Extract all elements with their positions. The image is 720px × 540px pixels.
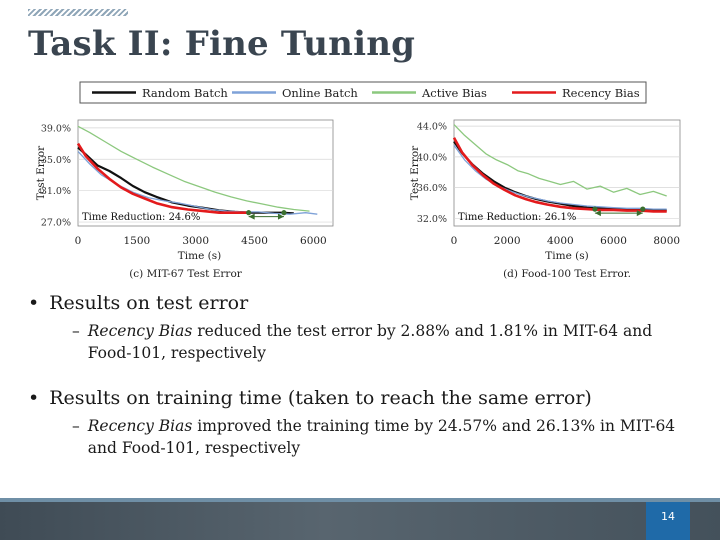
dash: – — [72, 416, 80, 435]
bullet-text: Results on test error — [49, 292, 249, 314]
marker-end — [281, 210, 287, 216]
y-tick-label: 40.0% — [417, 152, 447, 163]
title-decoration — [28, 9, 128, 16]
x-tick-label: 2000 — [494, 235, 521, 247]
series-line-recency-bias — [76, 142, 247, 214]
sub-bullet-training-time: – Recency Bias improved the training tim… — [72, 415, 698, 460]
arrow-head-left — [594, 210, 601, 217]
x-tick-label: 3000 — [182, 235, 209, 247]
x-axis-label: Time (s) — [178, 250, 221, 262]
marker-end — [640, 206, 646, 212]
method-name: Recency Bias — [87, 322, 193, 340]
series-line-active-bias — [453, 124, 667, 197]
arrow-head-right — [277, 213, 284, 220]
bullet-list: • Results on test error – Recency Bias r… — [28, 292, 698, 460]
legend-label-3: Recency Bias — [562, 86, 640, 100]
arrow-head-left — [248, 213, 255, 220]
x-tick-label: 8000 — [653, 235, 680, 247]
arrow-head-right — [636, 210, 643, 217]
y-tick-label: 39.0% — [41, 123, 71, 134]
y-axis-label: Test Error — [35, 145, 47, 200]
legend-label-2: Active Bias — [421, 86, 487, 100]
legend-label-1: Online Batch — [282, 86, 358, 100]
method-name: Recency Bias — [87, 416, 193, 435]
time-reduction-annotation: Time Reduction: 24.6% — [82, 212, 200, 223]
figure: Random Batch Online Batch Active Bias Recen… — [32, 78, 692, 288]
sub-bullet-rest: reduced the test error by 2.88% and 1.81… — [87, 322, 653, 363]
x-axis-label: Time (s) — [545, 250, 588, 262]
bullet-training-time: • Results on training time (taken to rea… — [28, 387, 698, 409]
sub-bullet-rest: improved the training time by 24.57% and… — [87, 416, 676, 458]
y-tick-label: 32.0% — [417, 214, 447, 225]
legend-box — [79, 81, 647, 104]
y-axis-label: Test Error — [409, 145, 421, 200]
y-tick-label: 27.0% — [41, 218, 71, 229]
chart-food100: 44.0% 40.0% 36.0% 32.0% 0 2000 4000 6000 8000 Tim… — [409, 119, 681, 280]
dash: – — [72, 322, 80, 340]
sub-bullet-test-error: – Recency Bias reduced the test error by… — [72, 320, 698, 365]
footer-accent-line — [0, 498, 720, 502]
chart-mit67: 39.0% 35.0% 31.0% 27.0% 0 1500 3000 4500 6000 Tim… — [35, 119, 334, 280]
footer-bar — [0, 502, 720, 540]
sub-bullet-text: Recency Bias reduced the test error by 2… — [88, 320, 698, 365]
y-tick-label: 36.0% — [417, 183, 447, 194]
bullet-dot: • — [28, 386, 40, 409]
chart-caption: (d) Food-100 Test Error. — [503, 268, 631, 280]
x-tick-label: 6000 — [600, 235, 627, 247]
marker-start — [592, 206, 598, 212]
y-tick-label: 44.0% — [417, 122, 447, 133]
bullet-test-error: • Results on test error — [28, 292, 698, 314]
y-tick-label: 35.0% — [41, 155, 71, 166]
y-tick-label: 31.0% — [41, 186, 71, 197]
chart-caption: (c) MIT-67 Test Error — [129, 268, 243, 280]
x-tick-label: 1500 — [123, 235, 150, 247]
series-line-recency-bias — [452, 137, 667, 213]
x-tick-label: 0 — [451, 235, 458, 247]
x-tick-label: 6000 — [300, 235, 327, 247]
x-tick-label: 4000 — [547, 235, 574, 247]
legend: Random Batch Online Batch Active Bias Recen… — [92, 86, 640, 100]
slide-title: Task II: Fine Tuning — [28, 24, 416, 64]
series-line-active-bias — [77, 125, 310, 212]
sub-bullet-text: Recency Bias improved the training time … — [88, 415, 698, 460]
bullet-text: Results on training time (taken to reach… — [49, 386, 592, 409]
x-tick-label: 4500 — [241, 235, 268, 247]
page-number: 14 — [646, 502, 690, 540]
marker-start — [246, 210, 252, 216]
bullet-dot: • — [28, 292, 40, 314]
legend-label-0: Random Batch — [142, 86, 228, 100]
time-reduction-annotation: Time Reduction: 26.1% — [458, 212, 576, 223]
x-tick-label: 0 — [75, 235, 82, 247]
